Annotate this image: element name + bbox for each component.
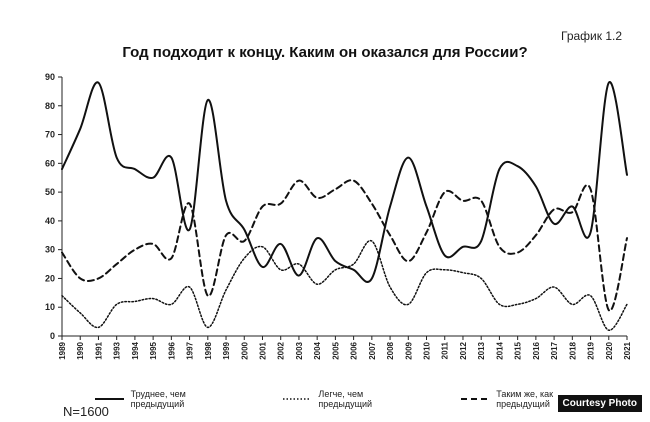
x-tick-label: 2021 xyxy=(623,341,632,359)
x-tick-label: 2007 xyxy=(368,341,377,359)
figure-label: График 1.2 xyxy=(561,29,623,43)
x-tick-label: 1998 xyxy=(204,341,213,359)
legend-swatch-dotted xyxy=(282,398,312,400)
x-tick-label: 1996 xyxy=(167,341,176,359)
photo-credit: Courtesy Photo xyxy=(557,395,642,412)
legend-label-same: Таким же, как предыдущий xyxy=(496,389,554,409)
y-tick-label: 70 xyxy=(45,130,55,140)
legend-item-same: Таким же, как предыдущий xyxy=(460,389,604,409)
x-tick-label: 2004 xyxy=(313,341,322,359)
y-tick-label: 50 xyxy=(45,187,55,197)
x-tick-label: 2005 xyxy=(331,341,340,359)
legend-swatch-dashed xyxy=(460,398,490,400)
y-tick-label: 80 xyxy=(45,101,55,111)
chart-legend: Труднее, чем предыдущий Легче, чем преды… xyxy=(95,389,650,409)
x-tick-label: 1989 xyxy=(58,341,67,359)
y-tick-label: 60 xyxy=(45,158,55,168)
x-tick-label: 1991 xyxy=(94,341,103,359)
x-tick-label: 2017 xyxy=(550,341,559,359)
series-line-dashed xyxy=(61,179,628,312)
x-tick-label: 1994 xyxy=(131,341,140,359)
x-tick-label: 2001 xyxy=(258,341,267,359)
y-tick-label: 30 xyxy=(45,245,55,255)
x-tick-label: 1997 xyxy=(186,341,195,359)
legend-item-harder: Труднее, чем предыдущий xyxy=(95,389,237,409)
x-tick-label: 1995 xyxy=(149,341,158,359)
x-tick-label: 2016 xyxy=(532,341,541,359)
chart-title: Год подходит к концу. Каким он оказался … xyxy=(122,44,528,61)
x-tick-label: 1999 xyxy=(222,341,231,359)
y-tick-label: 40 xyxy=(45,216,55,226)
x-tick-label: 2019 xyxy=(587,341,596,359)
x-tick-label: 2011 xyxy=(441,341,450,359)
x-tick-label: 2012 xyxy=(459,341,468,359)
x-tick-label: 1990 xyxy=(76,341,85,359)
x-tick-label: 2003 xyxy=(295,341,304,359)
legend-label-easier: Легче, чем предыдущий xyxy=(318,389,373,409)
x-tick-label: 2010 xyxy=(423,341,432,359)
x-tick-label: 2020 xyxy=(605,341,614,359)
y-tick-label: 20 xyxy=(45,273,55,283)
y-tick-label: 0 xyxy=(50,331,55,341)
legend-item-easier: Легче, чем предыдущий xyxy=(282,389,415,409)
sample-size-note: N=1600 xyxy=(63,404,109,419)
x-tick-label: 2013 xyxy=(477,341,486,359)
x-tick-label: 2009 xyxy=(404,341,413,359)
x-tick-label: 2008 xyxy=(386,341,395,359)
legend-swatch-solid xyxy=(95,398,124,400)
x-tick-label: 2006 xyxy=(350,341,359,359)
x-tick-label: 2014 xyxy=(495,341,504,359)
series-line-dotted xyxy=(61,239,628,331)
x-tick-label: 2000 xyxy=(240,341,249,359)
y-tick-label: 10 xyxy=(45,302,55,312)
x-tick-label: 2002 xyxy=(277,341,286,359)
legend-label-harder: Труднее, чем предыдущий xyxy=(130,389,186,409)
y-tick-label: 90 xyxy=(45,72,55,82)
x-tick-label: 2018 xyxy=(568,341,577,359)
x-tick-label: 1993 xyxy=(113,341,122,359)
x-tick-label: 2015 xyxy=(514,341,523,359)
